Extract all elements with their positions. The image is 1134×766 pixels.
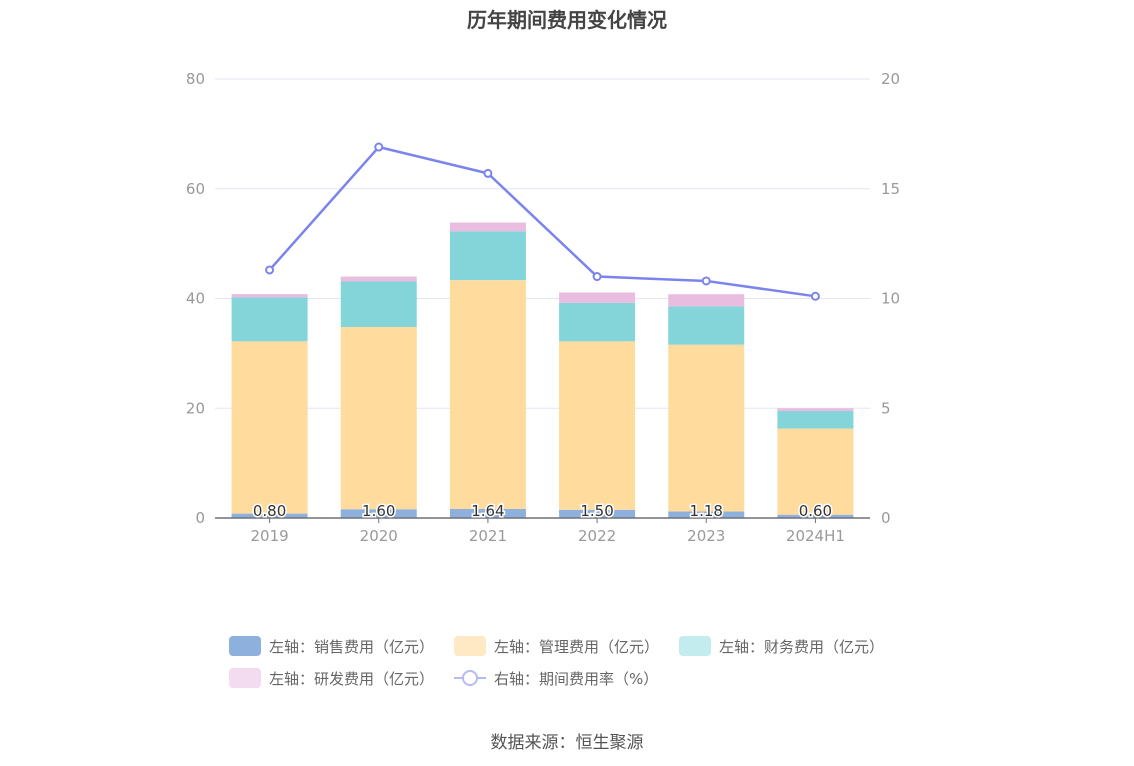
bar-rnd [559,292,636,303]
bar-rnd [668,294,745,307]
rate-point [483,168,493,178]
right-axis-tick-label: 15 [881,180,900,198]
sales-data-label: 1.60 [362,502,395,520]
legend-swatch-rnd [229,668,261,688]
bar-rnd [449,222,526,232]
legend-label-rnd: 左轴：研发费用（亿元） [269,669,435,688]
legend-item-rate[interactable]: 右轴：期间费用率（%） [454,668,658,689]
legend-row-1: 左轴：销售费用（亿元） 左轴：管理费用（亿元） 左轴：财务费用（亿元） [229,630,929,662]
legend-swatch-admin [454,636,487,656]
chart-title: 历年期间费用变化情况 [467,8,667,32]
bar-sales [559,509,636,518]
legend-item-admin[interactable]: 左轴：管理费用（亿元） [454,636,659,657]
right-axis-tick-label: 20 [881,70,900,88]
rate-point [810,291,820,301]
legend-swatch-sales [229,636,261,656]
right-axis-tick-label: 10 [881,290,900,308]
legend-label-finance: 左轴：财务费用（亿元） [719,637,885,656]
left-axis-tick-label: 0 [195,509,205,527]
legend: 左轴：销售费用（亿元） 左轴：管理费用（亿元） 左轴：财务费用（亿元） 左轴：研… [229,630,929,694]
rate-point [701,276,711,286]
rate-point [374,142,384,152]
sales-data-label: 0.60 [799,502,832,520]
legend-label-admin: 左轴：管理费用（亿元） [494,637,660,656]
sales-data-label: 1.18 [690,502,723,520]
legend-row-2: 左轴：研发费用（亿元） 右轴：期间费用率（%） [229,662,929,694]
x-axis-tick-label: 2022 [578,527,616,545]
legend-swatch-finance [679,636,712,656]
legend-item-rnd[interactable]: 左轴：研发费用（亿元） [229,668,434,689]
sales-data-label: 1.50 [580,502,613,520]
right-axis-tick-label: 5 [881,399,891,417]
bar-admin [231,341,308,514]
left-axis-tick-label: 60 [186,180,205,198]
bar-sales [340,509,417,518]
bar-sales [777,514,854,518]
x-axis-tick-label: 2019 [250,527,288,545]
legend-label-sales: 左轴：销售费用（亿元） [269,637,435,656]
bar-finance [559,302,636,342]
x-axis-tick-label: 2023 [687,527,725,545]
bar-rnd [340,276,417,282]
bar-finance [449,231,526,281]
bar-finance [777,410,854,429]
bar-rnd [777,408,854,411]
chart-svg: 0 20 40 60 80 0 5 10 15 20 2019 2020 2021 2022 2023 202… [186,70,900,545]
data-source: 数据来源：恒生聚源 [490,733,644,753]
sales-data-label: 1.64 [471,502,504,520]
x-axis-tick-label: 2021 [469,527,507,545]
legend-item-finance[interactable]: 左轴：财务费用（亿元） [679,636,884,657]
bar-admin [559,341,636,510]
bar-sales [449,509,526,518]
legend-item-sales[interactable]: 左轴：销售费用（亿元） [229,636,434,657]
legend-line-icon [454,670,487,686]
bar-sales [231,513,308,518]
x-axis-tick-label: 2024H1 [786,527,845,545]
legend-label-rate: 右轴：期间费用率（%） [494,669,659,688]
left-axis-tick-label: 80 [186,70,205,88]
rate-point [592,272,602,282]
bar-finance [668,306,745,345]
sales-data-label: 0.80 [253,502,286,520]
right-axis-tick-label: 0 [881,509,891,527]
bar-admin [668,344,745,512]
left-axis-tick-label: 40 [186,290,205,308]
left-axis-tick-label: 20 [186,399,205,417]
rate-line [268,145,816,298]
bar-finance [340,281,417,328]
bar-admin [777,428,854,515]
rate-point [265,265,275,275]
bar-admin [449,280,526,510]
legend-line-marker [462,670,479,686]
bar-sales [668,511,745,518]
x-axis-tick-label: 2020 [360,527,398,545]
bar-admin [340,327,417,510]
bar-rnd [231,294,308,298]
bar-finance [231,297,308,342]
